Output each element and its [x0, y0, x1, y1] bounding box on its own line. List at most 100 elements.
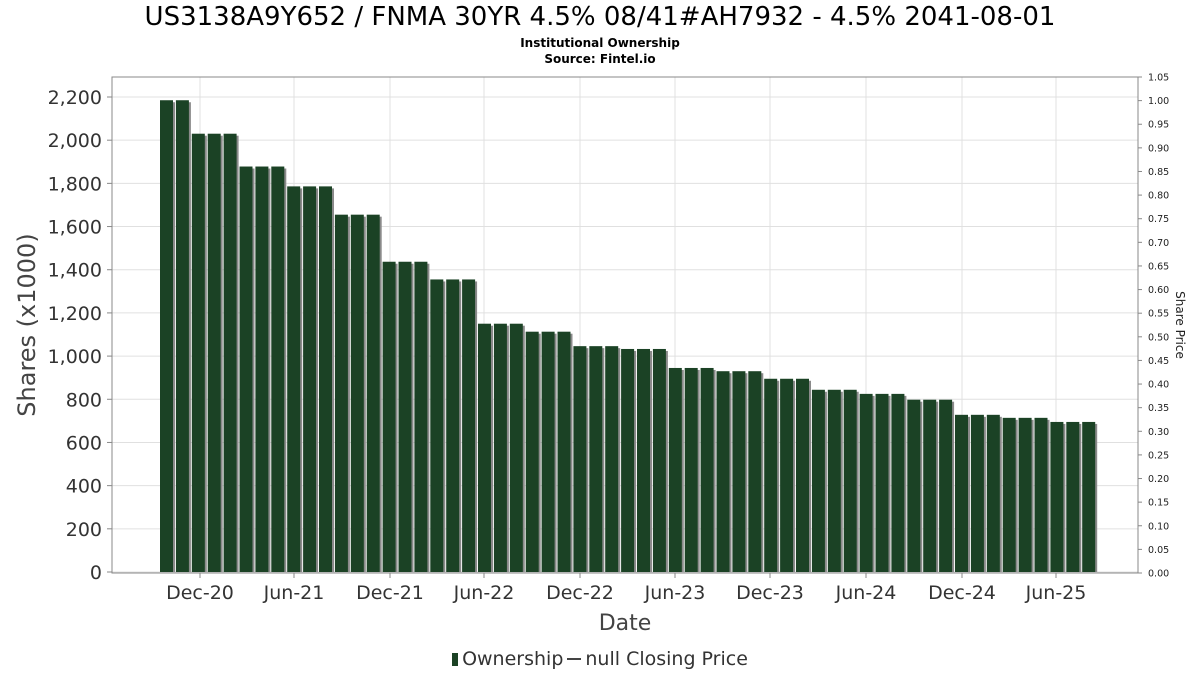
- ownership-bar: [557, 331, 571, 572]
- ownership-bar: [891, 393, 905, 572]
- y2-tick-label: 0.45: [1148, 356, 1169, 367]
- y2-tick-label: 0.30: [1148, 427, 1169, 438]
- ownership-bar: [1082, 421, 1096, 572]
- chart-subtitle: Institutional Ownership: [520, 36, 680, 50]
- y2-tick-label: 0.00: [1148, 569, 1169, 580]
- y2-tick-label: 0.50: [1148, 332, 1169, 343]
- ownership-bar: [1018, 417, 1032, 572]
- y2-tick-label: 1.05: [1148, 73, 1169, 84]
- ownership-bar: [446, 279, 460, 572]
- y2-tick-label: 0.95: [1148, 120, 1169, 131]
- y2-tick-label: 0.20: [1148, 474, 1169, 485]
- bars: [160, 100, 1098, 573]
- y2-tick-label: 0.25: [1148, 450, 1169, 461]
- y2-tick-label: 0.65: [1148, 261, 1169, 272]
- ownership-bar: [573, 346, 587, 572]
- ownership-bar: [207, 133, 221, 573]
- y2-axis-ticks: 0.00 0.05 0.10 0.15 0.20 0.25 0.30 0.35 0.40 0.45…: [1138, 73, 1169, 580]
- ownership-bar: [811, 389, 825, 572]
- ownership-bar: [986, 414, 1000, 572]
- ownership-bar: [1034, 417, 1048, 572]
- ownership-bar: [382, 261, 396, 572]
- chart-title: US3138A9Y652 / FNMA 30YR 4.5% 08/41#AH79…: [144, 2, 1056, 32]
- y2-tick-label: 0.35: [1148, 403, 1169, 414]
- ownership-bar: [637, 348, 650, 572]
- ownership-bar: [955, 414, 968, 572]
- ownership-bar: [796, 378, 809, 572]
- ownership-bar: [875, 393, 889, 572]
- x-axis-label: Date: [599, 611, 652, 636]
- ownership-bar: [478, 323, 491, 572]
- x-tick-label: Dec-21: [356, 582, 424, 604]
- ownership-bar: [843, 389, 857, 572]
- y2-tick-label: 0.70: [1148, 238, 1169, 249]
- ownership-bar: [462, 279, 476, 572]
- ownership-bar: [621, 348, 635, 572]
- x-tick-label: Jun-21: [263, 582, 325, 604]
- ownership-bar: [1050, 421, 1064, 572]
- ownership-bar: [780, 378, 794, 572]
- ownership-bar: [350, 214, 364, 572]
- ownership-bar: [541, 331, 555, 572]
- x-tick-label: Dec-24: [928, 582, 996, 604]
- x-axis-ticks: Dec-20 Jun-21 Dec-21 Jun-22 Dec-22 Jun-23 Dec-…: [166, 573, 1086, 604]
- x-tick-label: Jun-22: [453, 582, 515, 604]
- ownership-bar: [716, 371, 730, 572]
- ownership-bar: [907, 399, 921, 572]
- y-tick-label: 800: [66, 389, 102, 411]
- ownership-bar: [334, 214, 348, 572]
- x-tick-label: Jun-23: [644, 582, 706, 604]
- ownership-bar: [859, 393, 873, 572]
- y2-tick-label: 0.60: [1148, 285, 1169, 296]
- ownership-bar: [1002, 417, 1016, 572]
- ownership-bar: [748, 371, 762, 572]
- ownership-bar: [525, 331, 539, 572]
- ownership-bar: [160, 100, 173, 572]
- y2-tick-label: 0.90: [1148, 143, 1169, 154]
- ownership-bar: [970, 414, 984, 572]
- ownership-bar: [414, 261, 428, 572]
- y2-tick-label: 1.00: [1148, 96, 1169, 107]
- ownership-bar: [319, 186, 332, 573]
- ownership-bar: [366, 214, 380, 572]
- ownership-bar: [589, 346, 603, 572]
- y-tick-label: 2,000: [48, 130, 102, 152]
- y-tick-label: 1,200: [48, 303, 102, 325]
- ownership-bar: [732, 371, 746, 572]
- y2-tick-label: 0.40: [1148, 380, 1169, 391]
- ownership-bar: [175, 100, 189, 572]
- ownership-bar: [939, 399, 953, 572]
- y-tick-label: 1,400: [48, 260, 102, 282]
- ownership-bar: [398, 261, 412, 572]
- legend-price-label: null Closing Price: [585, 648, 748, 670]
- ownership-legend-swatch: [452, 653, 459, 666]
- ownership-bar: [652, 348, 666, 572]
- ownership-bar: [684, 367, 698, 572]
- ownership-bar: [255, 166, 269, 573]
- x-tick-label: Jun-24: [835, 582, 897, 604]
- ownership-bar: [223, 133, 237, 573]
- ownership-bar: [509, 323, 523, 572]
- x-tick-label: Dec-20: [166, 582, 234, 604]
- y2-tick-label: 0.75: [1148, 214, 1169, 225]
- ownership-bar: [700, 367, 714, 572]
- ownership-bar: [239, 166, 253, 573]
- y-tick-label: 2,200: [48, 87, 102, 109]
- legend-ownership-label: Ownership: [462, 648, 564, 670]
- y2-tick-label: 0.55: [1148, 309, 1169, 320]
- y-tick-label: 1,000: [48, 346, 102, 368]
- y2-tick-label: 0.15: [1148, 498, 1169, 509]
- y-tick-label: 0: [90, 562, 102, 584]
- x-tick-label: Dec-22: [546, 582, 614, 604]
- x-tick-label: Jun-25: [1025, 582, 1087, 604]
- ownership-bar: [668, 367, 682, 572]
- y2-tick-label: 0.05: [1148, 545, 1169, 556]
- ownership-bar: [430, 279, 444, 572]
- ownership-bar: [1066, 421, 1080, 572]
- y-tick-label: 600: [66, 432, 102, 454]
- legend: Ownership null Closing Price: [0, 648, 1200, 670]
- y2-tick-label: 0.80: [1148, 191, 1169, 202]
- ownership-bar: [271, 166, 285, 573]
- ownership-bar: [605, 346, 619, 572]
- x-tick-label: Dec-23: [736, 582, 804, 604]
